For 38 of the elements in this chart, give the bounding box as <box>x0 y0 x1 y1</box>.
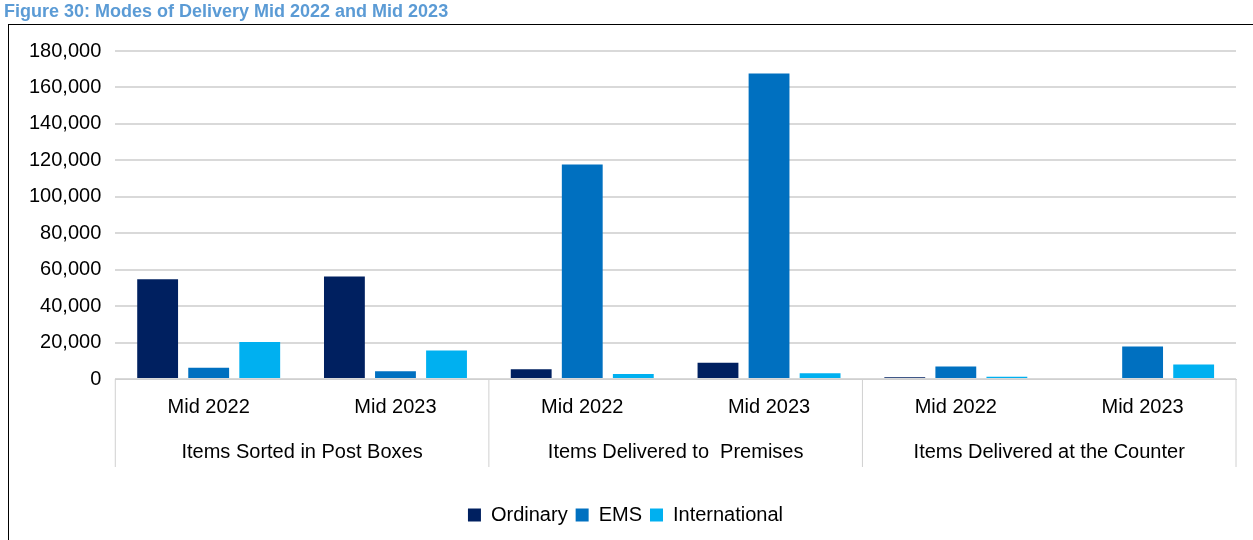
bar <box>612 373 654 378</box>
legend-label: EMS <box>598 502 642 525</box>
bar <box>426 350 467 378</box>
text: Items Delivered at the Counter <box>913 439 1186 462</box>
bar <box>188 367 230 378</box>
bar <box>1122 346 1164 378</box>
chart-title: Figure 30: Modes of Delivery Mid 2022 and Mid 2023 <box>3 0 450 22</box>
y-tick-label: 60,000 <box>40 257 102 280</box>
x-tick-label: Mid 2022 <box>914 394 997 417</box>
y-tick-label: 40,000 <box>40 293 102 316</box>
legend-label: Ordinary <box>490 502 568 525</box>
bar <box>510 369 552 378</box>
x-tick-label: Mid 2023 <box>1101 394 1184 417</box>
y-tick-label: 100,000 <box>29 184 102 207</box>
y-tick-label: 20,000 <box>40 330 102 353</box>
bar <box>375 371 416 378</box>
text: Items Delivered to Premises <box>547 439 804 462</box>
legend-label: International <box>672 502 784 525</box>
bar <box>561 164 603 378</box>
x-tick-label: Mid 2022 <box>541 394 624 417</box>
y-tick-label: 120,000 <box>29 147 102 170</box>
y-tick-label: 0 <box>90 366 102 389</box>
x-tick-label: Mid 2023 <box>354 394 437 417</box>
y-tick-label: 180,000 <box>29 38 102 61</box>
bar <box>799 373 841 378</box>
text: Items Sorted in Post Boxes <box>181 439 423 462</box>
bar <box>239 342 281 378</box>
y-tick-label: 140,000 <box>29 111 102 134</box>
bar <box>1173 364 1215 378</box>
bar <box>935 366 977 378</box>
x-tick-label: Mid 2022 <box>167 394 250 417</box>
bar <box>324 276 365 378</box>
y-tick-label: 160,000 <box>29 74 102 97</box>
bar <box>748 73 790 378</box>
y-tick-label: 80,000 <box>40 220 102 243</box>
x-tick-label: Mid 2023 <box>727 394 811 417</box>
bar <box>137 279 179 378</box>
bar <box>697 362 739 378</box>
